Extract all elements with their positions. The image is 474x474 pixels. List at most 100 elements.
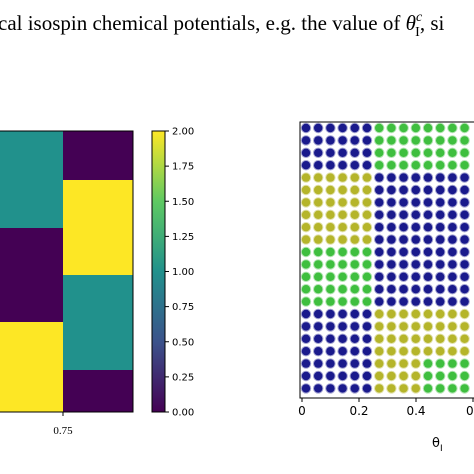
dot xyxy=(398,160,409,171)
dot xyxy=(349,172,360,183)
dot xyxy=(398,333,409,344)
dot xyxy=(325,259,336,270)
dot xyxy=(374,284,385,295)
dot xyxy=(337,234,348,245)
dot xyxy=(435,222,446,233)
dot xyxy=(313,308,324,320)
dot xyxy=(386,246,397,258)
superscript: c xyxy=(416,10,423,25)
dot xyxy=(361,222,373,233)
dot xyxy=(374,222,385,233)
dot xyxy=(435,321,446,332)
dot xyxy=(435,308,446,320)
dot xyxy=(447,358,458,369)
dot xyxy=(447,370,458,382)
x-axis-label: θI xyxy=(432,436,443,454)
region xyxy=(63,370,133,412)
dot xyxy=(459,321,470,332)
dot xyxy=(349,383,360,394)
dot xyxy=(422,135,434,146)
dot xyxy=(459,296,470,307)
dot xyxy=(410,308,421,320)
dot xyxy=(386,184,397,196)
dot xyxy=(435,370,446,382)
dot xyxy=(300,135,312,146)
dot xyxy=(361,209,373,221)
dot xyxy=(422,271,434,282)
dot xyxy=(459,160,470,171)
dot xyxy=(313,209,324,221)
dot xyxy=(337,135,348,146)
dot xyxy=(349,346,360,357)
dot xyxy=(325,222,336,233)
dot xyxy=(447,296,458,307)
dot xyxy=(361,122,373,134)
dot xyxy=(422,172,434,183)
dot xyxy=(422,370,434,382)
dot xyxy=(435,284,446,295)
colorbar-tick-label: 0.25 xyxy=(172,372,194,383)
region xyxy=(0,228,63,322)
dot xyxy=(374,135,385,146)
dot xyxy=(325,172,336,183)
dot xyxy=(422,308,434,320)
dot xyxy=(459,271,470,282)
dot xyxy=(313,234,324,245)
dot xyxy=(459,333,470,344)
dot xyxy=(313,284,324,295)
dot xyxy=(410,122,421,134)
colorbar-tick-label: 1.75 xyxy=(172,162,194,173)
dot xyxy=(313,346,324,357)
colorbar-tick-label: 2.00 xyxy=(172,127,194,138)
dot xyxy=(398,234,409,245)
dot xyxy=(459,383,470,394)
dot xyxy=(386,346,397,357)
subscript: I xyxy=(440,444,443,454)
dot xyxy=(349,271,360,282)
dot xyxy=(374,321,385,332)
dot xyxy=(325,296,336,307)
dot xyxy=(435,259,446,270)
dot xyxy=(361,197,373,208)
dot xyxy=(337,346,348,357)
dot xyxy=(447,321,458,332)
dot xyxy=(410,271,421,282)
dot xyxy=(361,358,373,369)
dot xyxy=(410,160,421,171)
dot xyxy=(447,308,458,320)
dot xyxy=(410,333,421,344)
dot xyxy=(349,222,360,233)
colorbar-tick-label: 0.50 xyxy=(172,337,194,348)
dot xyxy=(337,160,348,171)
text: , si xyxy=(420,11,445,35)
dot xyxy=(422,246,434,258)
dot xyxy=(374,358,385,369)
dot xyxy=(374,172,385,183)
dot xyxy=(300,383,312,394)
dot xyxy=(386,135,397,146)
dot xyxy=(447,346,458,357)
dot xyxy=(325,308,336,320)
dot xyxy=(459,147,470,159)
dot xyxy=(325,358,336,369)
dot xyxy=(300,321,312,332)
dot xyxy=(435,209,446,221)
dot xyxy=(313,160,324,171)
dot xyxy=(361,172,373,183)
dot xyxy=(435,122,446,134)
dot xyxy=(337,222,348,233)
dot xyxy=(313,135,324,146)
dot xyxy=(435,296,446,307)
colorbar-tick-label: 0.75 xyxy=(172,302,194,313)
dot xyxy=(374,308,385,320)
dot xyxy=(349,333,360,344)
colorbar-tick-label: 1.50 xyxy=(172,197,194,208)
dot xyxy=(410,135,421,146)
dot xyxy=(349,296,360,307)
dot xyxy=(459,222,470,233)
dot xyxy=(459,234,470,245)
region xyxy=(0,322,63,412)
frame xyxy=(299,121,474,399)
dot xyxy=(361,383,373,394)
